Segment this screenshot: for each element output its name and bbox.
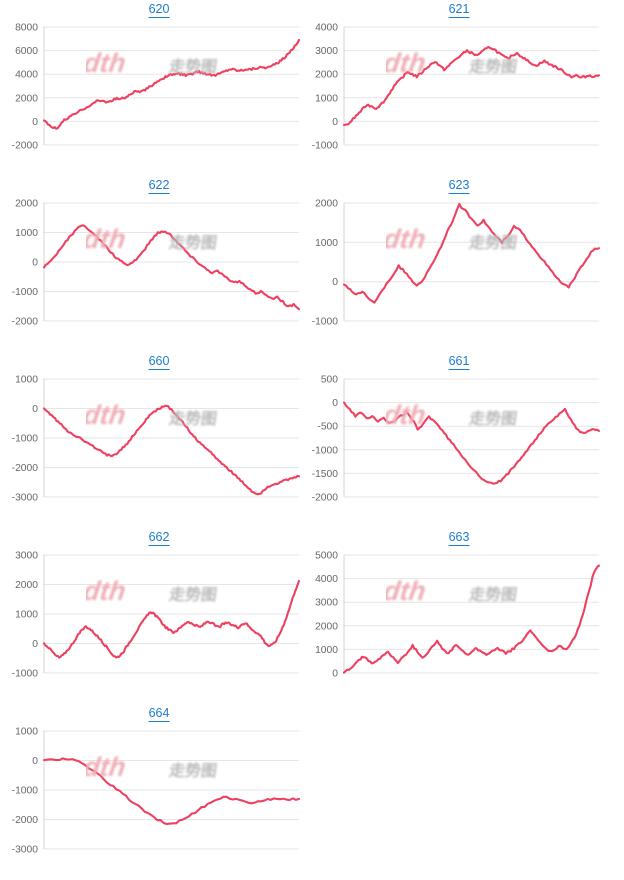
svg-text:0: 0: [32, 404, 38, 415]
svg-text:2000: 2000: [315, 621, 338, 632]
svg-text:0: 0: [332, 277, 338, 288]
svg-text:500: 500: [321, 375, 338, 386]
svg-text:8000: 8000: [15, 23, 38, 34]
svg-text:1000: 1000: [15, 375, 38, 386]
svg-text:4000: 4000: [315, 23, 338, 34]
svg-text:6000: 6000: [15, 46, 38, 57]
svg-text:-1000: -1000: [12, 786, 39, 797]
svg-text:0: 0: [332, 398, 338, 409]
svg-text:-1500: -1500: [312, 469, 339, 480]
svg-text:-2000: -2000: [12, 317, 39, 328]
svg-text:1000: 1000: [15, 727, 38, 738]
svg-text:2000: 2000: [315, 199, 338, 210]
svg-text:5000: 5000: [315, 551, 338, 562]
svg-text:1000: 1000: [315, 93, 338, 104]
svg-text:-1000: -1000: [12, 669, 39, 680]
svg-text:3000: 3000: [315, 598, 338, 609]
svg-text:2000: 2000: [15, 580, 38, 591]
svg-text:-1000: -1000: [12, 287, 39, 298]
svg-text:2000: 2000: [315, 70, 338, 81]
svg-text:-2000: -2000: [12, 463, 39, 474]
svg-text:2000: 2000: [15, 93, 38, 104]
svg-text:3000: 3000: [315, 46, 338, 57]
svg-text:0: 0: [32, 639, 38, 650]
svg-text:1000: 1000: [315, 238, 338, 249]
svg-text:-2000: -2000: [12, 141, 39, 152]
svg-text:-3000: -3000: [12, 845, 39, 856]
svg-text:1000: 1000: [315, 645, 338, 656]
svg-text:4000: 4000: [15, 70, 38, 81]
svg-text:0: 0: [332, 669, 338, 680]
svg-text:-1000: -1000: [312, 141, 339, 152]
svg-text:2000: 2000: [15, 199, 38, 210]
svg-text:-1000: -1000: [312, 317, 339, 328]
svg-text:0: 0: [332, 117, 338, 128]
svg-text:-1000: -1000: [312, 445, 339, 456]
svg-text:-1000: -1000: [12, 434, 39, 445]
svg-text:1000: 1000: [15, 228, 38, 239]
svg-text:-3000: -3000: [12, 493, 39, 504]
svg-text:1000: 1000: [15, 610, 38, 621]
svg-text:0: 0: [32, 117, 38, 128]
svg-text:0: 0: [32, 258, 38, 269]
svg-text:0: 0: [32, 756, 38, 767]
svg-text:-2000: -2000: [12, 815, 39, 826]
svg-text:-2000: -2000: [312, 493, 339, 504]
svg-text:3000: 3000: [15, 551, 38, 562]
svg-text:-500: -500: [317, 422, 338, 433]
svg-text:4000: 4000: [315, 574, 338, 585]
